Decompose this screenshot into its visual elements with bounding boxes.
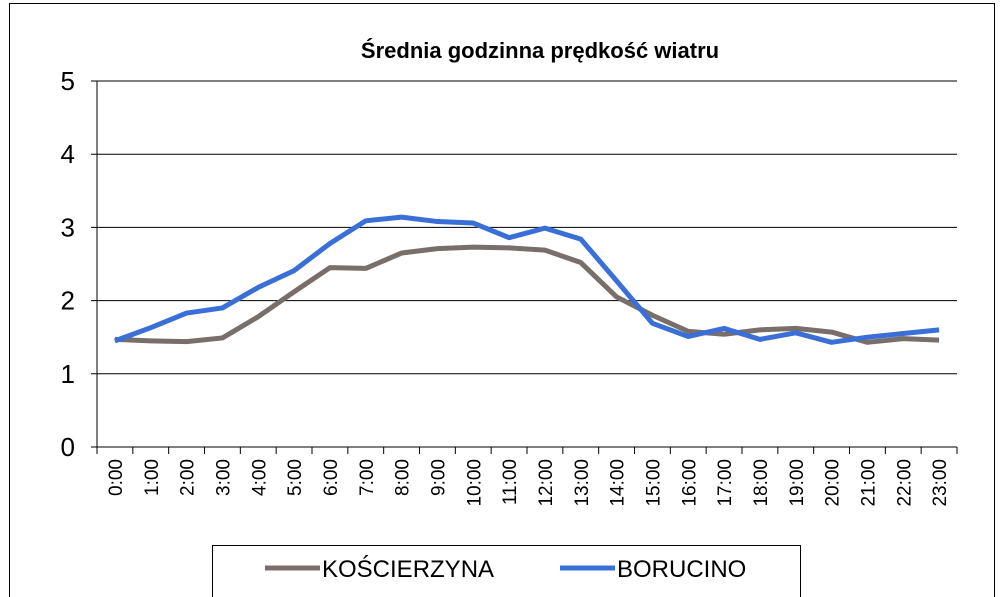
x-tick-label: 19:00	[787, 459, 808, 507]
x-tick-label: 10:00	[464, 459, 485, 507]
y-tick-label: 4	[61, 139, 75, 169]
x-tick-label: 20:00	[823, 459, 844, 507]
y-tick-label: 2	[61, 286, 75, 316]
y-tick-label: 3	[61, 212, 75, 242]
x-tick-label: 0:00	[106, 459, 127, 496]
chart-title: Średnia godzinna prędkość wiatru	[361, 38, 719, 63]
x-tick-label: 9:00	[428, 459, 449, 496]
x-tick-label: 3:00	[213, 459, 234, 496]
x-tick-label: 17:00	[715, 459, 736, 507]
x-tick-label: 23:00	[930, 459, 951, 507]
x-tick-label: 11:00	[500, 459, 521, 505]
legend-label: KOŚCIERZYNA	[322, 555, 494, 583]
x-tick-label: 7:00	[357, 459, 378, 496]
y-tick-label: 1	[61, 359, 75, 389]
y-tick-label: 5	[61, 66, 75, 96]
x-tick-label: 16:00	[679, 459, 700, 507]
x-tick-label: 8:00	[393, 459, 414, 496]
line-series	[114, 214, 940, 345]
x-tick-label: 4:00	[249, 459, 270, 496]
x-tick-label: 2:00	[178, 459, 199, 496]
x-tick-label: 5:00	[285, 459, 306, 496]
y-tick-label: 0	[61, 432, 75, 462]
x-tick-label: 13:00	[572, 459, 593, 507]
x-tick-label: 18:00	[751, 459, 772, 507]
x-tick-label: 12:00	[536, 459, 557, 507]
legend-label: BORUCINO	[617, 556, 746, 583]
x-tick-label: 6:00	[321, 459, 342, 496]
line-series	[114, 244, 940, 345]
legend-box	[212, 545, 801, 597]
x-tick-label: 22:00	[894, 459, 915, 507]
x-tick-label: 15:00	[643, 459, 664, 507]
x-tick-label: 1:00	[142, 459, 163, 496]
x-tick-label: 14:00	[608, 459, 629, 507]
x-tick-label: 21:00	[858, 459, 879, 507]
